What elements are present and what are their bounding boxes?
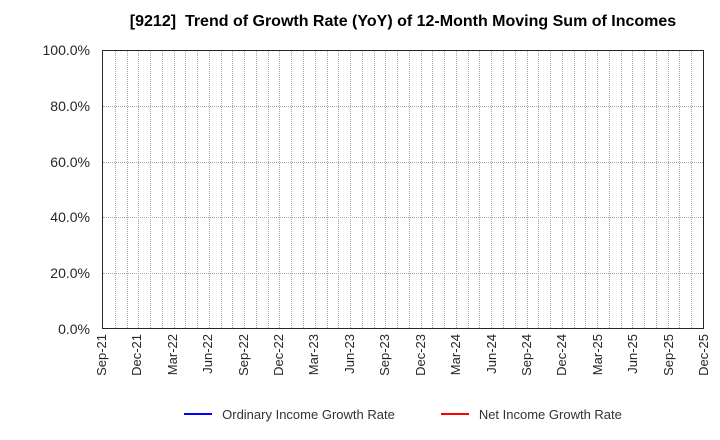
vertical-gridline	[350, 51, 352, 328]
y-tick-label: 60.0%	[50, 153, 90, 170]
vertical-gridline	[361, 51, 363, 328]
horizontal-gridline	[103, 161, 703, 163]
vertical-gridline	[432, 51, 434, 328]
vertical-gridline	[326, 51, 328, 328]
y-tick-label: 0.0%	[58, 321, 90, 337]
vertical-gridline	[138, 51, 140, 328]
vertical-gridline	[444, 51, 446, 328]
x-tick-label: Mar-25	[589, 334, 605, 376]
vertical-gridline	[208, 51, 210, 328]
vertical-gridline	[691, 51, 693, 328]
vertical-gridline	[538, 51, 540, 328]
chart-title: [9212] Trend of Growth Rate (YoY) of 12-…	[129, 13, 677, 30]
x-tick-label: Jun-22	[200, 334, 216, 374]
x-tick-label: Sep-22	[235, 334, 251, 376]
legend-label: Net Income Growth Rate	[478, 406, 622, 422]
vertical-gridline	[185, 51, 187, 328]
vertical-gridline	[314, 51, 316, 328]
vertical-gridline	[620, 51, 622, 328]
legend: Ordinary Income Growth Rate Net Income Gr…	[102, 405, 704, 423]
vertical-gridline	[467, 51, 469, 328]
vertical-gridline	[338, 51, 340, 328]
x-tick-label: Mar-22	[164, 334, 180, 376]
vertical-gridline	[679, 51, 681, 328]
vertical-gridline	[455, 51, 457, 328]
y-tick-label: 40.0%	[50, 209, 90, 226]
horizontal-gridline	[103, 217, 703, 219]
x-tick-label: Sep-21	[94, 334, 109, 376]
vertical-gridline	[655, 51, 657, 328]
x-tick-label: Dec-21	[129, 334, 145, 376]
vertical-gridline	[385, 51, 387, 328]
legend-item: Ordinary Income Growth Rate	[184, 407, 395, 422]
vertical-gridline	[397, 51, 399, 328]
plot-area	[102, 50, 704, 329]
x-tick-label: Sep-23	[377, 334, 393, 376]
y-tick-label: 80.0%	[50, 97, 90, 114]
horizontal-gridline	[103, 106, 703, 108]
vertical-gridline	[279, 51, 281, 328]
vertical-gridline	[373, 51, 375, 328]
vertical-gridline	[114, 51, 116, 328]
vertical-gridline	[503, 51, 504, 328]
x-tick-label: Sep-24	[518, 334, 534, 376]
x-tick-label: Dec-24	[554, 334, 570, 376]
x-tick-label: Mar-24	[448, 334, 464, 376]
vertical-gridline	[150, 51, 152, 328]
vertical-gridline	[126, 51, 128, 328]
vertical-gridline	[161, 51, 163, 328]
vertical-gridline	[550, 51, 552, 328]
vertical-gridline	[561, 51, 563, 328]
x-tick-label: Sep-25	[660, 334, 676, 376]
vertical-gridline	[197, 51, 199, 328]
vertical-gridline	[291, 51, 293, 328]
x-tick-label: Dec-22	[271, 334, 287, 376]
x-tick-label: Jun-25	[625, 334, 641, 374]
x-tick-label: Jun-23	[341, 334, 357, 374]
vertical-gridline	[479, 51, 481, 328]
vertical-gridline	[585, 51, 587, 328]
legend-line-swatch	[184, 413, 213, 415]
vertical-gridline	[267, 51, 269, 328]
vertical-gridline	[491, 51, 493, 328]
y-tick-label: 20.0%	[50, 265, 90, 282]
vertical-gridline	[220, 51, 222, 328]
vertical-gridline	[644, 51, 646, 328]
vertical-gridline	[514, 51, 516, 328]
vertical-gridline	[408, 51, 410, 328]
x-tick-label: Mar-23	[306, 334, 322, 376]
x-tick-label: Jun-24	[483, 334, 499, 374]
vertical-gridline	[303, 51, 304, 328]
vertical-gridline	[608, 51, 610, 328]
vertical-gridline	[232, 51, 234, 328]
legend-item: Net Income Growth Rate	[440, 406, 622, 422]
legend-label: Ordinary Income Growth Rate	[222, 406, 395, 422]
vertical-gridline	[597, 51, 599, 328]
vertical-gridline	[173, 51, 175, 328]
horizontal-gridline	[103, 272, 703, 274]
y-tick-label: 100.0%	[42, 42, 90, 58]
vertical-gridline	[632, 51, 634, 328]
x-tick-label: Dec-23	[412, 334, 428, 376]
vertical-gridline	[667, 51, 669, 328]
vertical-gridline	[244, 51, 246, 328]
vertical-gridline	[255, 51, 257, 328]
x-tick-label: Dec-25	[696, 334, 711, 376]
vertical-gridline	[573, 51, 575, 328]
vertical-gridline	[526, 51, 528, 328]
legend-line-swatch	[440, 413, 469, 415]
vertical-gridline	[420, 51, 422, 328]
